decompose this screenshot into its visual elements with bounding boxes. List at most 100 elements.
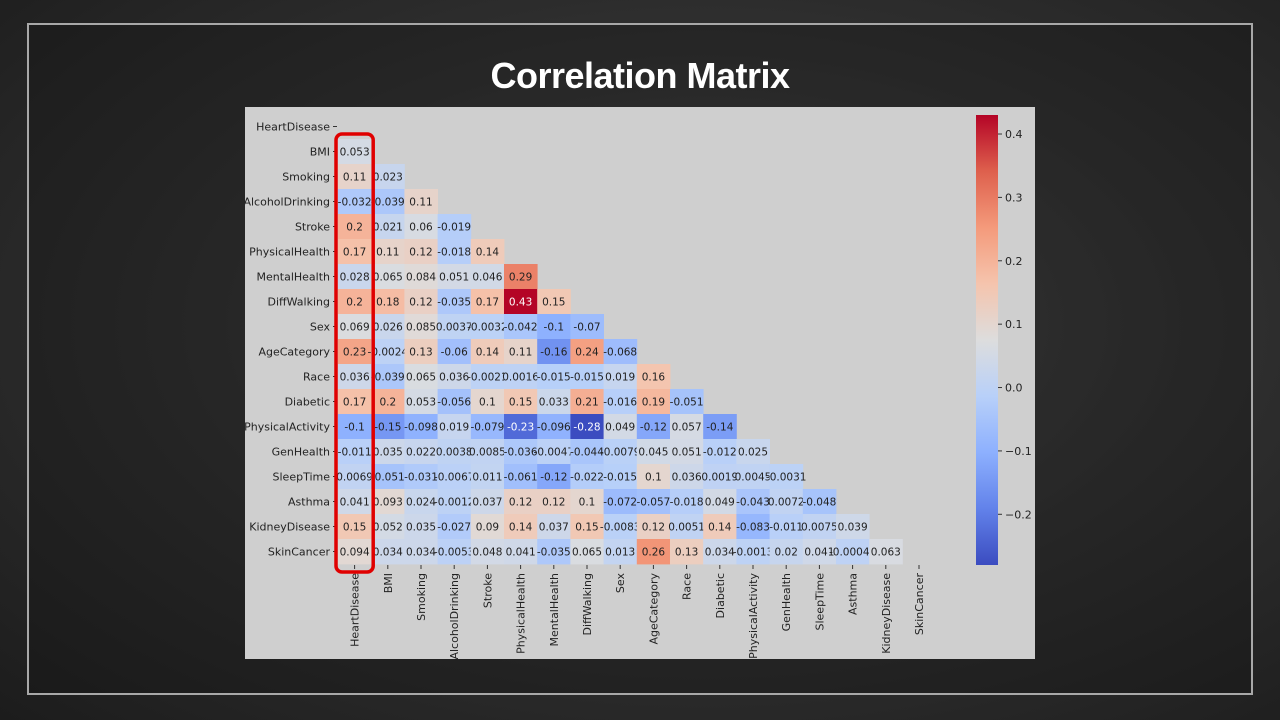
heatmap-value-physicalhealth-smoking: 0.12	[409, 247, 432, 259]
heatmap-value-skincancer-diffwalking: 0.065	[572, 547, 602, 559]
y-tick-label-smoking: Smoking	[282, 171, 330, 184]
heatmap-value-race-diffwalking: -0.015	[570, 372, 604, 384]
heatmap-value-kidneydisease-physicalactivity: -0.083	[736, 522, 770, 534]
heatmap-cell-asthma-physicalhealth	[504, 489, 538, 515]
heatmap-value-sex-smoking: 0.085	[406, 322, 436, 334]
heatmap-value-agecategory-sex: -0.068	[603, 347, 637, 359]
heatmap-cell-skincancer-smoking	[404, 539, 438, 565]
heatmap-cell-skincancer-bmi	[371, 539, 405, 565]
heatmap-value-diffwalking-physicalhealth: 0.43	[509, 297, 532, 309]
colorbar-tick-label-3: 0.1	[1005, 318, 1023, 331]
heatmap-cell-genhealth-smoking	[404, 439, 438, 465]
heatmap-value-diabetic-bmi: 0.2	[379, 397, 396, 409]
heatmap-cell-diffwalking-mentalhealth	[537, 289, 571, 315]
heatmap-cell-skincancer-heartdisease	[338, 539, 372, 565]
heatmap-cell-sleeptime-bmi	[371, 464, 405, 490]
slide-title: Correlation Matrix	[490, 55, 790, 96]
heatmap-cell-physicalhealth-heartdisease	[338, 239, 372, 265]
heatmap-value-genhealth-sex: -0.0079	[600, 447, 641, 459]
heatmap-cell-diabetic-stroke	[470, 389, 505, 415]
heatmap-value-race-stroke: -0.0021	[467, 372, 508, 384]
heatmap-value-asthma-physicalactivity: -0.043	[736, 497, 770, 509]
heatmap-cell-smoking-bmi	[371, 164, 405, 190]
heatmap-value-genhealth-diffwalking: -0.044	[570, 447, 604, 459]
heatmap-cell-diffwalking-stroke	[470, 289, 505, 315]
y-tick-label-stroke: Stroke	[295, 221, 330, 234]
heatmap-cell-kidneydisease-genhealth	[769, 514, 804, 540]
heatmap-cell-physicalactivity-agecategory	[636, 414, 671, 440]
heatmap-value-diabetic-diffwalking: 0.21	[575, 397, 598, 409]
heatmap-cell-genhealth-diffwalking	[570, 439, 604, 465]
heatmap-cell-sex-physicalhealth	[504, 314, 538, 340]
heatmap-value-mentalhealth-physicalhealth: 0.29	[509, 272, 532, 284]
heatmap-cell-sleeptime-heartdisease	[338, 464, 372, 490]
heatmap-cell-genhealth-physicalhealth	[504, 439, 538, 465]
heatmap-value-physicalactivity-race: 0.057	[672, 422, 702, 434]
heatmap-cell-diffwalking-smoking	[404, 289, 438, 315]
heatmap-value-skincancer-kidneydisease: 0.063	[871, 547, 901, 559]
heatmap-value-race-alcoholdrinking: 0.036	[439, 372, 469, 384]
heatmap-value-genhealth-physicalhealth: -0.036	[504, 447, 538, 459]
heatmap-value-genhealth-mentalhealth: -0.0047	[534, 447, 575, 459]
x-tick-label-sleeptime: SleepTime	[813, 573, 826, 631]
heatmap-cell-race-sex	[603, 364, 638, 390]
heatmap-value-skincancer-stroke: 0.048	[472, 547, 502, 559]
x-tick-label-skincancer: SkinCancer	[913, 573, 926, 636]
heatmap-value-asthma-heartdisease: 0.041	[340, 497, 370, 509]
heatmap-cell-diabetic-diffwalking	[570, 389, 604, 415]
colorbar-tick-label-0: −0.2	[1005, 508, 1032, 521]
heatmap-value-genhealth-diabetic: -0.012	[703, 447, 737, 459]
heatmap-value-mentalhealth-stroke: 0.046	[472, 272, 502, 284]
heatmap-value-physicalhealth-bmi: 0.11	[376, 247, 399, 259]
heatmap-cell-sleeptime-smoking	[404, 464, 438, 490]
heatmap-cell-agecategory-mentalhealth	[537, 339, 571, 365]
heatmap-cell-smoking-heartdisease	[338, 164, 372, 190]
heatmap-value-diffwalking-alcoholdrinking: -0.035	[437, 297, 471, 309]
heatmap-value-physicalhealth-heartdisease: 0.17	[343, 247, 366, 259]
y-tick-label-genhealth: GenHealth	[272, 446, 330, 459]
heatmap-value-skincancer-diabetic: 0.034	[705, 547, 735, 559]
heatmap-value-sleeptime-bmi: -0.051	[371, 472, 405, 484]
heatmap-cell-race-bmi	[371, 364, 405, 390]
colorbar-tick-label-1: −0.1	[1005, 445, 1032, 458]
heatmap-value-diabetic-agecategory: 0.19	[642, 397, 665, 409]
heatmap-value-kidneydisease-stroke: 0.09	[476, 522, 499, 534]
heatmap-cell-sex-stroke	[470, 314, 505, 340]
heatmap-value-sleeptime-alcoholdrinking: -0.0067	[434, 472, 475, 484]
colorbar	[976, 115, 998, 565]
heatmap-cell-asthma-physicalactivity	[736, 489, 770, 515]
heatmap-cell-physicalactivity-race	[670, 414, 704, 440]
heatmap-value-sleeptime-sex: -0.015	[603, 472, 637, 484]
heatmap-cell-stroke-alcoholdrinking	[437, 214, 472, 240]
heatmap-cell-diabetic-heartdisease	[338, 389, 372, 415]
heatmap-cell-sex-mentalhealth	[537, 314, 571, 340]
heatmap-value-agecategory-diffwalking: 0.24	[575, 347, 599, 359]
heatmap-value-mentalhealth-alcoholdrinking: 0.051	[439, 272, 469, 284]
heatmap-cell-sleeptime-race	[670, 464, 704, 490]
heatmap-value-asthma-physicalhealth: 0.12	[509, 497, 532, 509]
heatmap-cell-kidneydisease-physicalactivity	[736, 514, 770, 540]
heatmap-value-genhealth-alcoholdrinking: 0.0038	[436, 447, 473, 459]
heatmap-value-asthma-agecategory: -0.057	[636, 497, 670, 509]
heatmap-value-skincancer-physicalactivity: -0.0013	[733, 547, 774, 559]
heatmap-value-stroke-smoking: 0.06	[409, 222, 433, 234]
y-tick-label-kidneydisease: KidneyDisease	[249, 521, 330, 534]
heatmap-value-skincancer-physicalhealth: 0.041	[506, 547, 536, 559]
heatmap-cell-kidneydisease-mentalhealth	[537, 514, 571, 540]
heatmap-cell-mentalhealth-smoking	[404, 264, 438, 290]
heatmap-value-alcoholdrinking-smoking: 0.11	[409, 197, 432, 209]
heatmap-cell-skincancer-stroke	[470, 539, 505, 565]
heatmap-value-diabetic-mentalhealth: 0.033	[539, 397, 569, 409]
y-tick-label-race: Race	[303, 371, 330, 384]
heatmap-value-sex-mentalhealth: -0.1	[544, 322, 565, 334]
heatmap-cell-sex-smoking	[404, 314, 438, 340]
y-tick-label-alcoholdrinking: AlcoholDrinking	[245, 196, 330, 209]
x-tick-label-stroke: Stroke	[481, 573, 494, 608]
heatmap-cell-alcoholdrinking-bmi	[371, 189, 405, 215]
heatmap-value-kidneydisease-asthma: 0.039	[838, 522, 868, 534]
heatmap-cell-physicalactivity-diffwalking	[570, 414, 604, 440]
heatmap-cell-genhealth-diabetic	[703, 439, 737, 465]
heatmap-cell-bmi-heartdisease	[338, 139, 372, 165]
heatmap-cell-skincancer-asthma	[836, 539, 870, 565]
heatmap-value-diffwalking-mentalhealth: 0.15	[542, 297, 565, 309]
